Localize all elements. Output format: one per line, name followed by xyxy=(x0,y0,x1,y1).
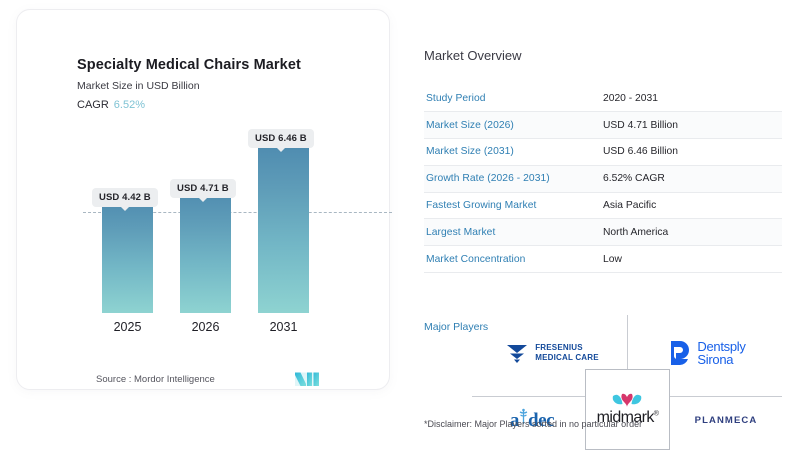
page-title: Specialty Medical Chairs Market xyxy=(77,57,301,73)
row-value: Low xyxy=(601,245,782,274)
cagr-label: CAGR xyxy=(77,99,109,111)
adec-letter-a: a xyxy=(509,409,520,431)
fresenius-line2: MEDICAL CARE xyxy=(535,353,599,362)
row-value: 2020 - 2031 xyxy=(601,85,782,113)
row-value: Asia Pacific xyxy=(601,192,782,220)
midmark-logo: midmark® xyxy=(597,393,659,427)
logo-cell-planmeca: PLANMECA xyxy=(672,393,780,448)
overview-heading: Market Overview xyxy=(424,48,522,63)
table-row: Market Concentration Low xyxy=(424,245,782,274)
midmark-registered-mark: ® xyxy=(653,410,659,418)
table-row: Growth Rate (2026 - 2031) 6.52% CAGR xyxy=(424,165,782,193)
cagr-row: CAGR 6.52% xyxy=(77,99,145,111)
row-key: Largest Market xyxy=(424,218,601,247)
adec-letters-dec: dec xyxy=(527,409,555,431)
table-row: Fastest Growing Market Asia Pacific xyxy=(424,192,782,220)
row-key: Study Period xyxy=(424,85,601,113)
fresenius-medical-care-logo: FRESENIUS MEDICAL CARE xyxy=(505,341,599,365)
mordor-intelligence-logo xyxy=(295,372,319,386)
row-key: Fastest Growing Market xyxy=(424,192,601,220)
bar-2026 xyxy=(180,191,231,313)
chart-subtitle: Market Size in USD Billion xyxy=(77,80,200,92)
dentsply-mark-icon xyxy=(671,341,690,365)
cagr-value: 6.52% xyxy=(113,99,145,111)
table-row: Study Period 2020 - 2031 xyxy=(424,85,782,113)
caduceus-icon xyxy=(519,408,528,424)
bar-label-2026: USD 4.71 B xyxy=(170,179,236,202)
logo-center-box xyxy=(585,369,670,450)
row-key: Market Size (2026) xyxy=(424,111,601,140)
dentsply-line2: Sirona xyxy=(697,352,734,367)
x-axis-tick-2031: 2031 xyxy=(269,320,298,334)
x-axis-tick-2026: 2026 xyxy=(191,320,220,334)
row-value: North America xyxy=(601,218,782,247)
chart-card: Specialty Medical Chairs Market Market S… xyxy=(16,9,392,391)
dentsply-sirona-logo: Dentsply Sirona xyxy=(668,339,746,367)
bar-2031 xyxy=(258,146,309,313)
table-row: Market Size (2031) USD 6.46 Billion xyxy=(424,138,782,166)
adec-logo: a dec xyxy=(509,408,555,433)
logo-cell-midmark: midmark® xyxy=(585,369,670,450)
midmark-wordmark: midmark xyxy=(596,408,655,426)
table-row: Largest Market North America xyxy=(424,218,782,247)
major-players-logo-grid: FRESENIUS MEDICAL CARE Dentsply Sirona xyxy=(472,315,782,450)
bar-label-2025: USD 4.42 B xyxy=(92,188,158,211)
logo-cell-adec: a dec xyxy=(482,393,582,448)
dentsply-line1: Dentsply xyxy=(697,339,746,354)
bar-label-2031: USD 6.46 B xyxy=(248,129,314,152)
reference-dashed-line xyxy=(83,212,392,213)
planmeca-logo: PLANMECA xyxy=(694,415,758,426)
row-value: USD 6.46 Billion xyxy=(601,138,782,166)
players-disclaimer: *Disclaimer: Major Players sorted in no … xyxy=(424,419,643,429)
row-value: 6.52% CAGR xyxy=(601,165,782,193)
row-value: USD 4.71 Billion xyxy=(601,111,782,140)
fresenius-mark-icon xyxy=(507,345,528,363)
source-credit: Source : Mordor Intelligence xyxy=(96,374,215,385)
major-players-label: Major Players xyxy=(424,321,489,333)
row-key: Market Concentration xyxy=(424,245,601,274)
logo-cell-dentsply-sirona: Dentsply Sirona xyxy=(637,323,777,383)
midmark-butterfly-icon xyxy=(613,393,642,407)
bar-chart-plot: USD 4.42 B USD 4.71 B USD 6.46 B 2025 20… xyxy=(17,10,392,391)
logo-cell-fresenius: FRESENIUS MEDICAL CARE xyxy=(482,323,622,383)
overview-table: Study Period 2020 - 2031 Market Size (20… xyxy=(424,85,782,274)
table-row: Market Size (2026) USD 4.71 Billion xyxy=(424,111,782,140)
row-key: Growth Rate (2026 - 2031) xyxy=(424,165,601,193)
bar-2025 xyxy=(102,200,153,313)
fresenius-line1: FRESENIUS xyxy=(535,343,583,353)
x-axis-tick-2025: 2025 xyxy=(113,320,142,334)
row-key: Market Size (2031) xyxy=(424,138,601,166)
